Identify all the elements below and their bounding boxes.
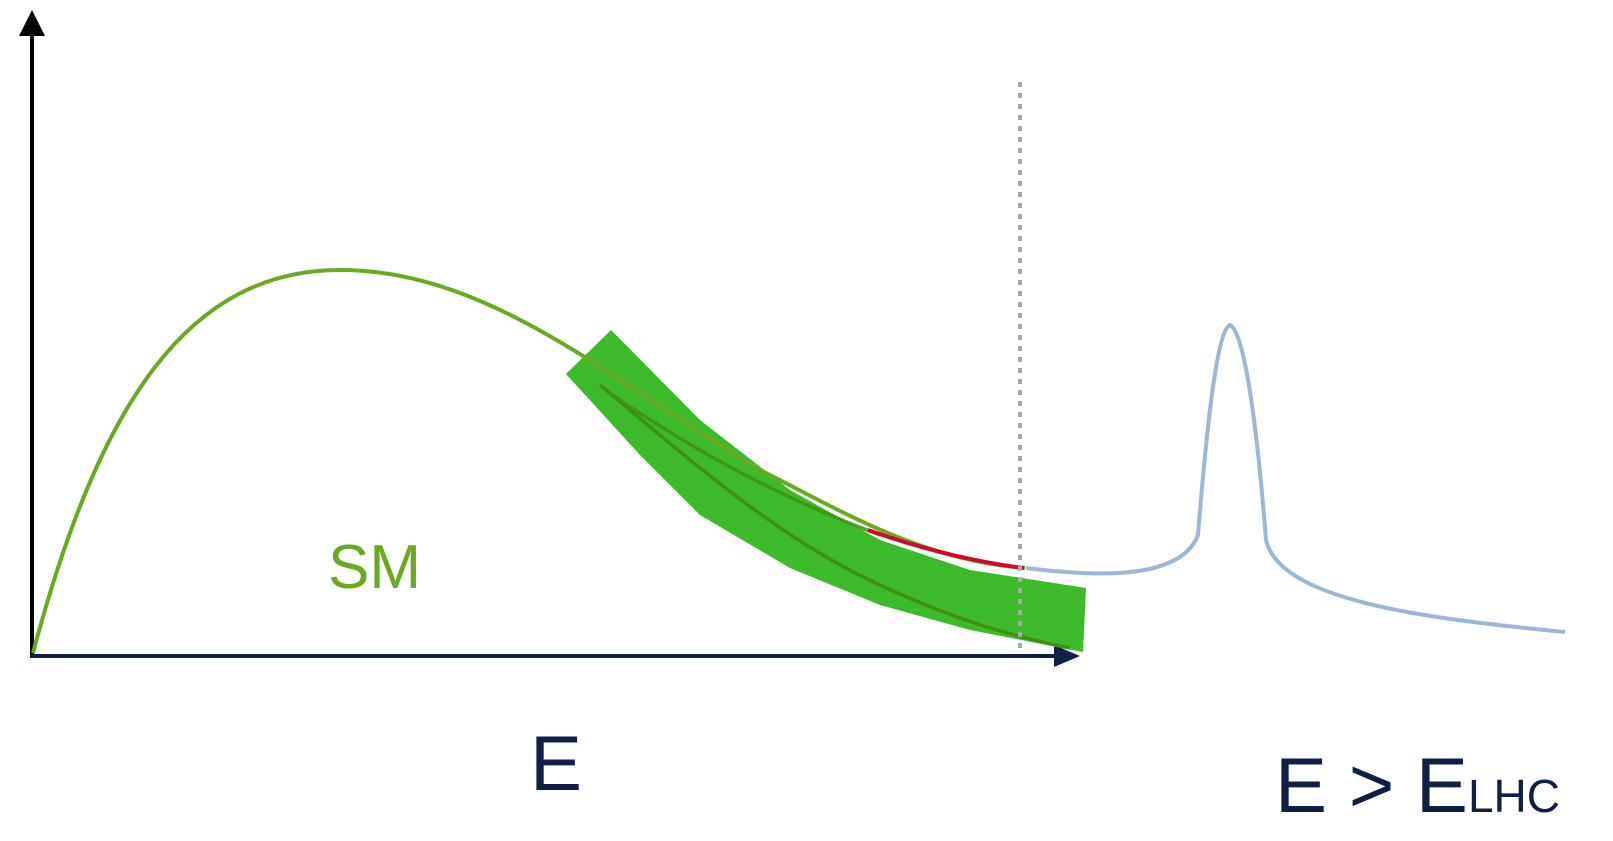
sm-label: SM [328,533,421,602]
x-axis-arrowhead [1054,645,1080,667]
threshold-label-main: E > E [1275,741,1468,829]
measurement-band [566,330,1086,652]
energy-axis-label: E [530,719,582,807]
deviation-curve [867,528,1025,570]
y-axis-arrowhead [19,10,45,36]
threshold-label: E > ELHC [1275,741,1560,829]
band-lower-curve [598,383,1071,650]
resonance-curve [1025,322,1566,634]
threshold-label-subscript: LHC [1468,770,1560,822]
band-center-curve [611,393,881,537]
sm-curve [31,267,1026,654]
